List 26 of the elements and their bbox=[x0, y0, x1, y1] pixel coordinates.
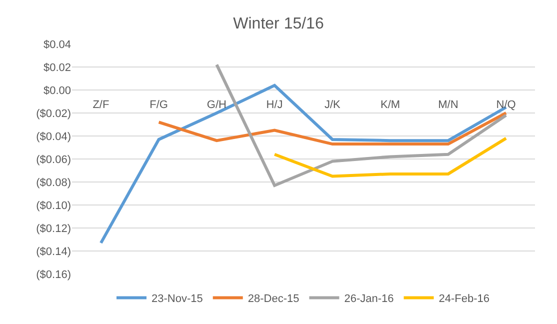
line-series bbox=[273, 136, 508, 178]
y-tick-label: $0.02 bbox=[43, 62, 71, 74]
legend-label: 26-Jan-16 bbox=[344, 292, 394, 305]
x-tick-label: K/M bbox=[380, 99, 400, 111]
x-tick-label: H/J bbox=[266, 99, 283, 111]
line-series bbox=[157, 112, 508, 146]
chart-title: Winter 15/16 bbox=[233, 15, 324, 32]
x-tick-label: F/G bbox=[150, 99, 168, 111]
y-tick-label: ($0.06) bbox=[36, 154, 71, 166]
y-tick-label: ($0.08) bbox=[36, 176, 71, 189]
x-tick-label: J/K bbox=[324, 99, 342, 111]
y-tick-label: $0.00 bbox=[43, 84, 71, 97]
legend-label: 28-Dec-15 bbox=[248, 292, 300, 305]
x-tick-label: G/H bbox=[206, 99, 227, 111]
y-tick-label: ($0.04) bbox=[36, 130, 71, 143]
y-tick-label: ($0.12) bbox=[36, 222, 71, 235]
x-tick-label: M/N bbox=[438, 99, 458, 111]
y-tick-label: ($0.10) bbox=[36, 200, 71, 212]
y-tick-label: ($0.02) bbox=[36, 108, 71, 120]
y-tick-label: ($0.16) bbox=[36, 268, 71, 281]
legend-label: 23-Nov-15 bbox=[152, 292, 203, 305]
x-tick-label: N/Q bbox=[496, 99, 516, 111]
y-tick-label: $0.04 bbox=[43, 38, 71, 51]
legend-label: 24-Feb-16 bbox=[438, 292, 490, 305]
y-tick-label: ($0.14) bbox=[36, 246, 71, 258]
x-tick-label: Z/F bbox=[92, 99, 110, 111]
